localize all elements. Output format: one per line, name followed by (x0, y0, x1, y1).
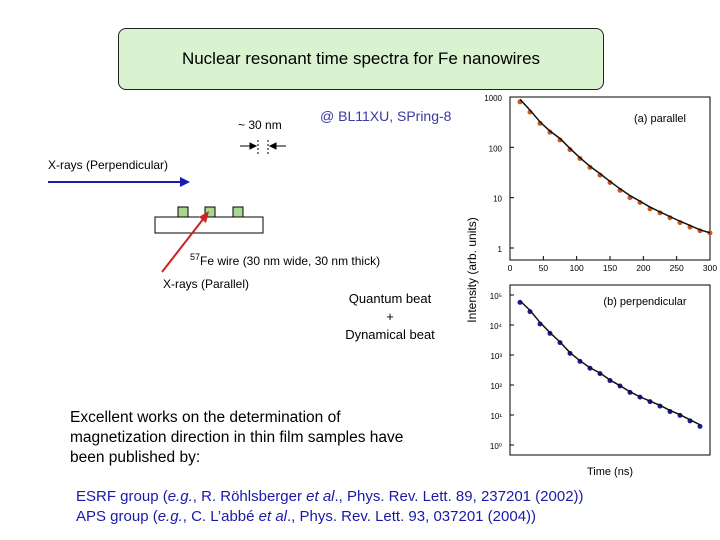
fe-wire (204, 206, 216, 218)
chart-b-ytick-label: 10³ (490, 352, 502, 361)
title-box: Nuclear resonant time spectra for Fe nan… (118, 28, 604, 90)
chart-a-xtick-label: 50 (539, 263, 549, 273)
beat-line-quantum: Quantum beat (348, 291, 432, 306)
fe-wire (232, 206, 244, 218)
chart-b-ytick-label: 10⁵ (490, 292, 502, 301)
perpendicular-arrow (48, 177, 190, 187)
chart-a-xtick-label: 200 (636, 263, 650, 273)
chart-b-xlabel: Time (ns) (587, 466, 633, 478)
chart-a-xtick-label: 300 (703, 263, 717, 273)
chart-a-point (567, 147, 573, 153)
beat-line-plus: + (386, 309, 394, 324)
description-text: Excellent works on the determination of … (70, 409, 404, 466)
wire-description: Fe wire (30 nm wide, 30 nm thick) (200, 254, 381, 268)
chart-b-point (697, 423, 703, 429)
beat-explanation: Quantum beat + Dynamical beat (330, 290, 450, 344)
chart-b-frame (509, 284, 711, 456)
isotope-superscript: 57 (190, 252, 201, 262)
beat-line-dynamical: Dynamical beat (345, 327, 435, 342)
chart-a-xtick-label: 0 (508, 263, 513, 273)
chart-a-ytick-label: 1000 (484, 94, 502, 103)
perpendicular-label: X-rays (Perpendicular) (48, 158, 169, 172)
fe-wire (177, 206, 189, 218)
reference-aps: APS group (e.g., C. L’abbé et al., Phys.… (76, 508, 537, 525)
parallel-arrow (161, 211, 209, 273)
chart-a-line (519, 98, 711, 234)
wire-label: 57Fe wire (30 nm wide, 30 nm thick) (190, 252, 380, 268)
chart-b-title: (b) perpendicular (603, 296, 686, 308)
chart-a-ytick-label: 10 (493, 195, 502, 204)
page-title: Nuclear resonant time spectra for Fe nan… (181, 49, 541, 68)
chart-a-xtick-label: 150 (603, 263, 617, 273)
reference-esrf: ESRF group (e.g., R. Röhlsberger et al.,… (76, 488, 584, 505)
chart-a-ytick-label: 100 (489, 144, 503, 153)
chart-b-line (519, 300, 701, 426)
spacing-label: ~ 30 nm (238, 118, 282, 132)
references: ESRF group (e.g., R. Röhlsberger et al.,… (76, 487, 584, 527)
chart-a-xtick-label: 250 (670, 263, 684, 273)
chart-b-ytick-label: 10⁴ (490, 322, 503, 331)
chart-b-ytick-label: 10⁰ (490, 442, 502, 451)
spacing-marker (240, 140, 286, 155)
chart-a-title: (a) parallel (634, 113, 686, 125)
chart-a-ytick-label: 1 (498, 245, 503, 254)
chart-a-xtick-label: 100 (570, 263, 584, 273)
chart-b-ytick-label: 10¹ (490, 412, 502, 421)
parallel-label: X-rays (Parallel) (163, 277, 250, 291)
chart-ylabel: Intensity (arb. units) (465, 217, 479, 322)
facility-label: @ BL11XU, SPring-8 (320, 108, 452, 124)
chart-b-ytick-label: 10² (490, 382, 502, 391)
